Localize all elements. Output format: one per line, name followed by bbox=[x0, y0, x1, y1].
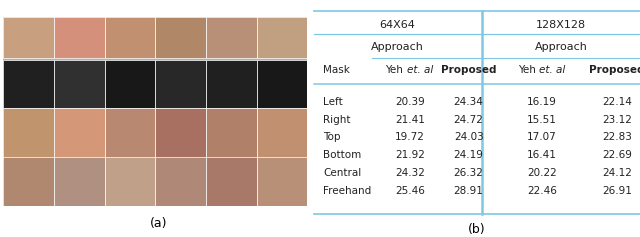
Text: (b): (b) bbox=[468, 223, 486, 236]
Text: 22.83: 22.83 bbox=[602, 132, 632, 142]
Text: 19.72: 19.72 bbox=[395, 132, 425, 142]
Text: 24.19: 24.19 bbox=[454, 150, 484, 160]
Text: 26.32: 26.32 bbox=[454, 168, 484, 178]
Text: et. al: et. al bbox=[406, 65, 433, 75]
Text: 21.41: 21.41 bbox=[395, 115, 425, 125]
Bar bbox=[206, 17, 257, 58]
Text: 26.91: 26.91 bbox=[602, 186, 632, 196]
Text: 21.92: 21.92 bbox=[395, 150, 425, 160]
Text: 28.91: 28.91 bbox=[454, 186, 484, 196]
Text: Mask: Mask bbox=[323, 65, 350, 75]
Text: Freehand: Freehand bbox=[323, 186, 372, 196]
Bar bbox=[206, 108, 257, 159]
Text: 128X128: 128X128 bbox=[536, 20, 586, 30]
Bar bbox=[155, 108, 206, 159]
Text: 16.19: 16.19 bbox=[527, 97, 557, 107]
Text: Central: Central bbox=[323, 168, 362, 178]
Bar bbox=[54, 157, 104, 206]
Bar bbox=[104, 60, 155, 108]
Bar bbox=[54, 108, 104, 159]
Text: 22.46: 22.46 bbox=[527, 186, 557, 196]
Bar bbox=[155, 17, 206, 58]
Text: Left: Left bbox=[323, 97, 343, 107]
Text: 20.39: 20.39 bbox=[395, 97, 425, 107]
Bar bbox=[155, 157, 206, 206]
Text: Approach: Approach bbox=[534, 42, 588, 52]
Bar bbox=[3, 17, 54, 58]
Text: 24.72: 24.72 bbox=[454, 115, 484, 125]
Text: 25.46: 25.46 bbox=[395, 186, 425, 196]
Text: 64X64: 64X64 bbox=[380, 20, 415, 30]
Bar bbox=[104, 108, 155, 159]
Bar bbox=[257, 108, 307, 159]
Text: 24.32: 24.32 bbox=[395, 168, 425, 178]
Bar bbox=[206, 60, 257, 108]
Text: (a): (a) bbox=[150, 218, 167, 230]
Text: Bottom: Bottom bbox=[323, 150, 362, 160]
Text: et. al: et. al bbox=[539, 65, 565, 75]
Bar bbox=[257, 17, 307, 58]
Text: Proposed: Proposed bbox=[441, 65, 497, 75]
Text: Proposed: Proposed bbox=[589, 65, 640, 75]
Text: Yeh: Yeh bbox=[518, 65, 539, 75]
Bar bbox=[3, 60, 54, 108]
Bar bbox=[257, 60, 307, 108]
Text: 16.41: 16.41 bbox=[527, 150, 557, 160]
Bar bbox=[54, 60, 104, 108]
Bar bbox=[3, 108, 54, 159]
Bar bbox=[206, 157, 257, 206]
Text: Right: Right bbox=[323, 115, 351, 125]
Text: 23.12: 23.12 bbox=[602, 115, 632, 125]
Text: 20.22: 20.22 bbox=[527, 168, 557, 178]
Text: 22.69: 22.69 bbox=[602, 150, 632, 160]
Bar bbox=[257, 157, 307, 206]
Text: 17.07: 17.07 bbox=[527, 132, 557, 142]
Text: Yeh: Yeh bbox=[385, 65, 406, 75]
Bar bbox=[104, 17, 155, 58]
Text: Approach: Approach bbox=[371, 42, 424, 52]
Text: Top: Top bbox=[323, 132, 341, 142]
Bar bbox=[3, 157, 54, 206]
Bar bbox=[155, 60, 206, 108]
Text: 24.12: 24.12 bbox=[602, 168, 632, 178]
Text: 24.34: 24.34 bbox=[454, 97, 484, 107]
Text: 22.14: 22.14 bbox=[602, 97, 632, 107]
Bar bbox=[54, 17, 104, 58]
Text: 24.03: 24.03 bbox=[454, 132, 483, 142]
Bar bbox=[104, 157, 155, 206]
Text: 15.51: 15.51 bbox=[527, 115, 557, 125]
